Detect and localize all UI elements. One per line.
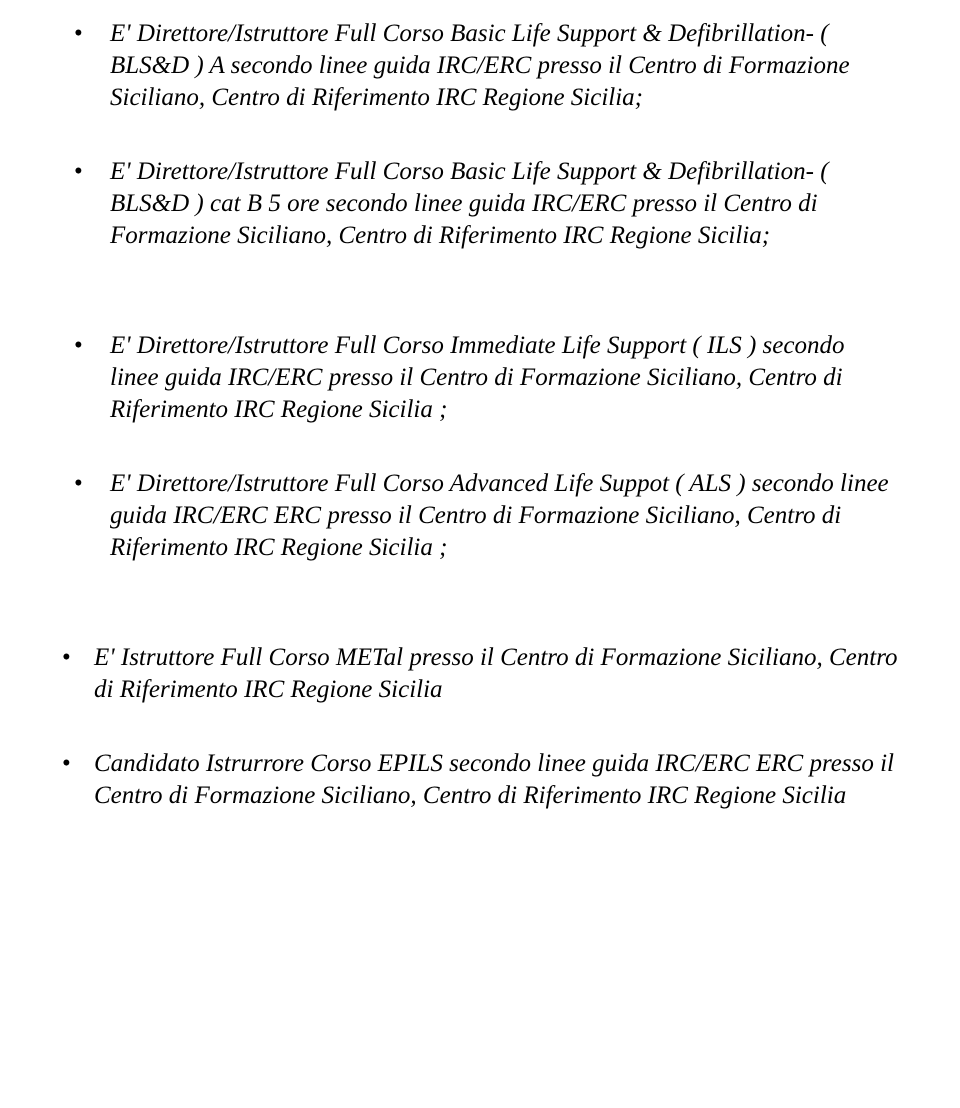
list-item: Candidato Istrurrore Corso EPILS secondo… [62,748,898,812]
bullet-list-group-1: E' Direttore/Istruttore Full Corso Basic… [62,18,898,252]
list-item: E' Direttore/Istruttore Full Corso Immed… [62,330,898,426]
list-item: E' Direttore/Istruttore Full Corso Basic… [62,18,898,114]
list-item: E' Direttore/Istruttore Full Corso Basic… [62,156,898,252]
list-item: E' Direttore/Istruttore Full Corso Advan… [62,468,898,564]
list-item: E' Istruttore Full Corso METal presso il… [62,642,898,706]
bullet-list-group-3: E' Istruttore Full Corso METal presso il… [62,642,898,812]
document-page: E' Direttore/Istruttore Full Corso Basic… [0,0,960,894]
bullet-list-group-2: E' Direttore/Istruttore Full Corso Immed… [62,330,898,564]
